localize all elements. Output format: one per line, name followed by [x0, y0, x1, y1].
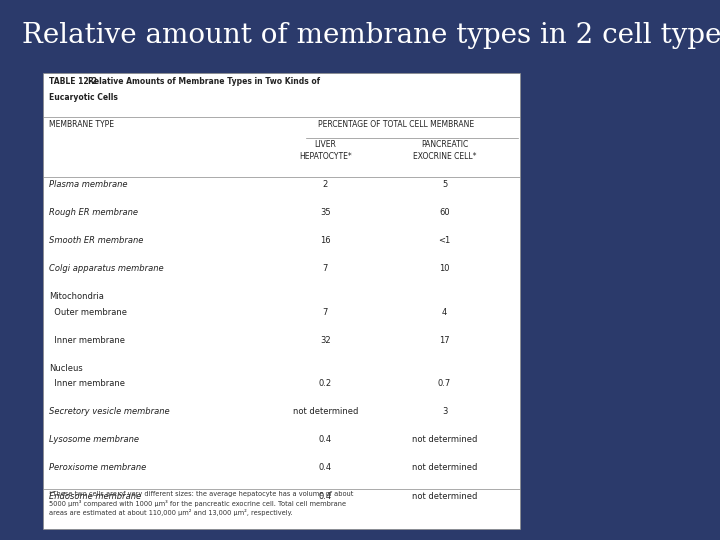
Text: Colgi apparatus membrane: Colgi apparatus membrane	[49, 264, 163, 273]
Text: 3: 3	[442, 407, 447, 416]
Text: 17: 17	[439, 336, 450, 345]
Text: 35: 35	[320, 208, 330, 217]
Text: MEMBRANE TYPE: MEMBRANE TYPE	[49, 120, 114, 129]
Text: 10: 10	[439, 264, 450, 273]
Text: Lysosome membrane: Lysosome membrane	[49, 435, 139, 444]
Text: Rough ER membrane: Rough ER membrane	[49, 208, 138, 217]
Text: 5: 5	[442, 180, 447, 189]
Text: <1: <1	[438, 236, 451, 245]
Text: not determined: not determined	[412, 435, 477, 444]
Text: Secretory vesicle membrane: Secretory vesicle membrane	[49, 407, 169, 416]
Text: Peroxisome membrane: Peroxisome membrane	[49, 463, 146, 472]
Text: Eucaryotic Cells: Eucaryotic Cells	[49, 93, 117, 103]
Text: 32: 32	[320, 336, 330, 345]
Text: 2: 2	[323, 180, 328, 189]
Text: 0.4: 0.4	[319, 491, 332, 501]
Text: Inner membrane: Inner membrane	[49, 379, 125, 388]
Text: Outer membrane: Outer membrane	[49, 308, 127, 316]
Text: 0.2: 0.2	[319, 379, 332, 388]
Text: not determined: not determined	[412, 463, 477, 472]
Text: 16: 16	[320, 236, 330, 245]
Text: 60: 60	[439, 208, 450, 217]
Text: LIVER
HEPATOCYTE*: LIVER HEPATOCYTE*	[299, 140, 351, 161]
Text: Inner membrane: Inner membrane	[49, 336, 125, 345]
Text: Relative amount of membrane types in 2 cell types: Relative amount of membrane types in 2 c…	[22, 22, 720, 49]
Text: Endosome membrane: Endosome membrane	[49, 491, 141, 501]
FancyBboxPatch shape	[43, 73, 521, 529]
Text: not determined: not determined	[292, 407, 358, 416]
Text: 7: 7	[323, 264, 328, 273]
Text: 0.4: 0.4	[319, 463, 332, 472]
Text: *These two cells are of very different sizes: the average hepatocyte has a volum: *These two cells are of very different s…	[49, 491, 354, 516]
Text: Nucleus: Nucleus	[49, 364, 83, 373]
Text: 0.7: 0.7	[438, 379, 451, 388]
Text: not determined: not determined	[412, 491, 477, 501]
Text: PERCENTAGE OF TOTAL CELL MEMBRANE: PERCENTAGE OF TOTAL CELL MEMBRANE	[318, 120, 474, 129]
Text: TABLE 12-2: TABLE 12-2	[49, 77, 99, 86]
Text: 7: 7	[323, 308, 328, 316]
Text: Smooth ER membrane: Smooth ER membrane	[49, 236, 143, 245]
Text: Relative Amounts of Membrane Types in Two Kinds of: Relative Amounts of Membrane Types in Tw…	[88, 77, 320, 86]
Text: 4: 4	[442, 308, 447, 316]
Text: Plasma membrane: Plasma membrane	[49, 180, 127, 189]
Text: PANCREATIC
EXOCRINE CELL*: PANCREATIC EXOCRINE CELL*	[413, 140, 477, 161]
Text: 0.4: 0.4	[319, 435, 332, 444]
Text: Mitochondria: Mitochondria	[49, 292, 104, 301]
